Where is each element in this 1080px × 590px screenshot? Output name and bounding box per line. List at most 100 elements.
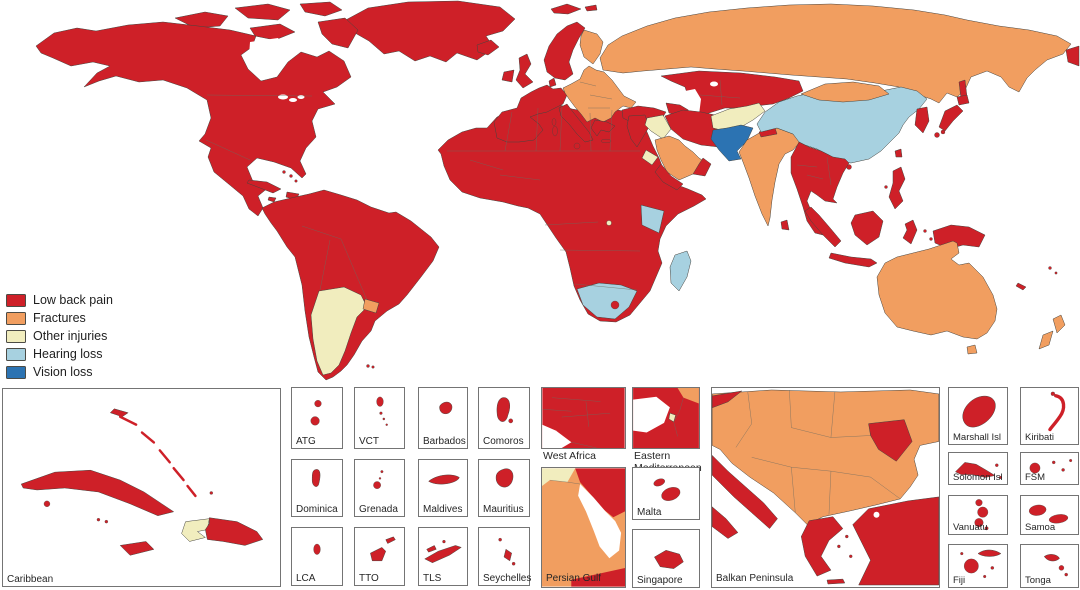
balkan-map	[712, 389, 939, 586]
region-cuba	[246, 179, 282, 194]
region-turkey-inset	[852, 496, 939, 586]
region-greece	[590, 119, 616, 137]
legend-label: Other injuries	[33, 329, 108, 343]
inset-label: Persian Gulf	[546, 572, 602, 584]
region-finland	[579, 29, 604, 65]
region-madagascar	[669, 250, 692, 292]
inset-label: Tonga	[1025, 575, 1051, 587]
inset-maldives: Maldives	[418, 459, 468, 517]
inset-label: Marshall Isl	[953, 432, 1002, 444]
country-borders	[205, 79, 832, 301]
region-arctic-islands	[174, 1, 359, 49]
legend-item-low-back-pain: Low back pain	[6, 293, 113, 307]
region-jamaica-inset	[119, 541, 155, 556]
region-iceland	[476, 39, 500, 56]
inset-label: Solomon Isl	[953, 472, 1003, 484]
legend-label: Hearing loss	[33, 347, 103, 361]
inset-seychelles: Seychelles	[478, 527, 532, 586]
region-sri-lanka	[780, 219, 790, 231]
region-greenland	[341, 0, 516, 63]
inset-eastern-mediterranean	[632, 387, 700, 449]
region-russia	[599, 3, 1072, 104]
inset-label: Grenada	[359, 503, 398, 515]
inset-label: Balkan Peninsula	[716, 572, 794, 584]
region-india	[738, 127, 801, 227]
inset-label: TLS	[423, 572, 442, 584]
inset-label: TTO	[359, 572, 379, 584]
region-south-africa	[576, 282, 638, 320]
region-java	[828, 252, 878, 268]
legend-label: Vision loss	[33, 365, 93, 379]
region-argentina	[310, 286, 368, 376]
inset-label: Seychelles	[483, 572, 532, 584]
region-philippines	[888, 166, 906, 210]
inset-label-west-africa: West Africa	[543, 450, 596, 462]
region-tasmania	[966, 344, 978, 355]
inset-label: VCT	[359, 435, 379, 447]
inset-label: Vanuatu	[953, 522, 988, 534]
region-cuba-inset	[20, 469, 174, 516]
inset-label: Samoa	[1025, 522, 1056, 534]
inset-label: Barbados	[423, 435, 466, 447]
legend: Low back pain Fractures Other injuries H…	[6, 293, 113, 383]
region-new-guinea	[932, 224, 986, 250]
region-sumatra	[804, 206, 842, 248]
inset-mauritius: Mauritius	[478, 459, 530, 517]
inset-caribbean: Caribbean	[2, 388, 281, 587]
region-haiti-inset	[181, 518, 210, 542]
inset-label: Comoros	[483, 435, 524, 447]
region-uk	[515, 53, 534, 89]
region-svalbard	[550, 3, 598, 15]
inset-kiribati: Kiribati	[1020, 387, 1079, 445]
inset-samoa: Samoa	[1020, 495, 1079, 535]
inset-singapore: Singapore	[632, 529, 700, 588]
region-sulawesi	[902, 219, 918, 245]
region-scandinavia	[543, 21, 586, 81]
inset-grenada: Grenada	[354, 459, 405, 517]
inset-label: Mauritius	[483, 503, 524, 515]
inset-fsm: FSM	[1020, 452, 1079, 485]
inset-label: LCA	[296, 572, 316, 584]
region-japan	[938, 94, 970, 132]
region-kenya	[640, 204, 665, 234]
inset-comoros: Comoros	[478, 387, 530, 449]
inset-label: Dominica	[296, 503, 338, 515]
region-uruguay	[362, 298, 380, 314]
inset-marshall-islands: Marshall Isl	[948, 387, 1008, 445]
region-western-europe	[493, 84, 568, 143]
inset-tonga: Tonga	[1020, 544, 1079, 588]
legend-item-hearing-loss: Hearing loss	[6, 347, 113, 361]
legend-swatch-hearing-loss	[6, 347, 26, 361]
legend-swatch-vision-loss	[6, 365, 26, 379]
region-south-america	[261, 189, 440, 381]
legend-swatch-low-back-pain	[6, 293, 26, 307]
inset-persian-gulf: Persian Gulf	[541, 467, 626, 588]
inset-malta: Malta	[632, 467, 700, 520]
legend-item-fractures: Fractures	[6, 311, 113, 325]
inset-tto: TTO	[354, 527, 405, 586]
region-taiwan	[894, 148, 903, 158]
legend-label: Fractures	[33, 311, 86, 325]
region-dominican-republic-inset	[205, 517, 264, 546]
inset-label: Singapore	[637, 574, 683, 586]
world-map	[35, 0, 1080, 381]
inset-balkan-peninsula: Balkan Peninsula	[711, 387, 940, 588]
legend-label: Low back pain	[33, 293, 113, 307]
inset-label: ATG	[296, 435, 316, 447]
inset-label: FSM	[1025, 472, 1046, 484]
region-new-caledonia	[1015, 282, 1027, 291]
region-eritrea	[641, 149, 659, 166]
region-north-america	[35, 21, 352, 217]
region-italy	[558, 103, 594, 143]
region-jamaica	[267, 196, 277, 203]
inset-dominica: Dominica	[291, 459, 343, 517]
region-korea	[914, 106, 930, 134]
inset-label: Kiribati	[1025, 432, 1055, 444]
region-lesotho	[610, 300, 620, 310]
region-pakistan	[710, 124, 754, 162]
legend-item-vision-loss: Vision loss	[6, 365, 113, 379]
region-yemen	[654, 163, 684, 191]
legend-swatch-other-injuries	[6, 329, 26, 343]
legend-swatch-fractures	[6, 311, 26, 325]
inset-label: Fiji	[953, 575, 966, 587]
